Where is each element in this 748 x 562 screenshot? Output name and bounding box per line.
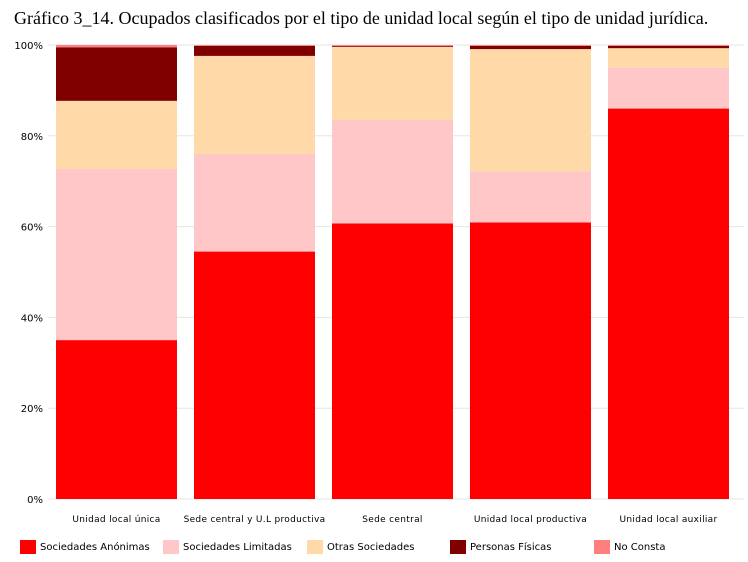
bar-segment (194, 153, 315, 252)
legend-label: Sociedades Limitadas (183, 541, 292, 553)
y-tick-label: 20% (21, 404, 43, 415)
y-axis-ticks: 0% 20% 40% 60% 80% 100% (14, 41, 43, 506)
x-tick-label: Unidad local única (72, 515, 160, 525)
bar-segment (56, 340, 177, 499)
chart-title: Gráfico 3_14. Ocupados clasificados por … (14, 8, 709, 28)
bar-segment (56, 168, 177, 341)
bars (56, 45, 729, 499)
bar-segment (608, 45, 729, 49)
legend-item: No Consta (594, 538, 665, 556)
legend-label: Personas Físicas (470, 541, 552, 553)
legend-item: Sociedades Limitadas (163, 538, 292, 556)
legend-swatch (307, 540, 323, 554)
legend: Sociedades Anónimas Sociedades Limitadas O… (20, 538, 740, 556)
y-tick-label: 40% (21, 313, 43, 324)
bar-segment (470, 222, 591, 499)
x-tick-label: Unidad local auxiliar (620, 515, 718, 525)
bar-segment (56, 45, 177, 48)
bar-segment (470, 171, 591, 223)
bar-segment (194, 251, 315, 499)
legend-item: Personas Físicas (450, 538, 551, 556)
x-tick-label: Sede central (362, 515, 422, 525)
y-tick-label: 0% (27, 495, 43, 506)
bar-segment (470, 49, 591, 172)
bar-segment (608, 108, 729, 499)
bar-segment (470, 45, 591, 46)
legend-label: Otras Sociedades (327, 541, 415, 553)
x-axis-ticks: Unidad local única Sede central y U.L pro… (72, 515, 717, 525)
bar-segment (56, 100, 177, 169)
legend-swatch (163, 540, 179, 554)
bar-segment (194, 55, 315, 154)
bar-segment (332, 45, 453, 47)
x-tick-label: Sede central y U.L productiva (184, 515, 326, 525)
bar-segment (332, 45, 453, 46)
legend-item: Sociedades Anónimas (20, 538, 150, 556)
y-tick-label: 60% (21, 223, 43, 234)
bar-segment (56, 47, 177, 101)
y-tick-label: 80% (21, 132, 43, 143)
bar-segment (332, 119, 453, 224)
bar-segment (194, 45, 315, 56)
bar-segment (332, 46, 453, 120)
bar-segment (194, 45, 315, 46)
legend-swatch (450, 540, 466, 554)
x-tick-label: Unidad local productiva (474, 515, 587, 525)
legend-item: Otras Sociedades (307, 538, 415, 556)
bar-segment (608, 67, 729, 109)
stacked-bar-chart: 0% 20% 40% 60% 80% 100% Unidad local única Sed… (14, 41, 744, 525)
bar-segment (608, 45, 729, 46)
legend-label: No Consta (614, 541, 666, 553)
legend-label: Sociedades Anónimas (40, 541, 150, 553)
bar-segment (332, 223, 453, 499)
bar-segment (608, 48, 729, 68)
legend-swatch (594, 540, 610, 554)
y-tick-label: 100% (14, 41, 43, 52)
bar-segment (470, 45, 591, 50)
legend-swatch (20, 540, 36, 554)
